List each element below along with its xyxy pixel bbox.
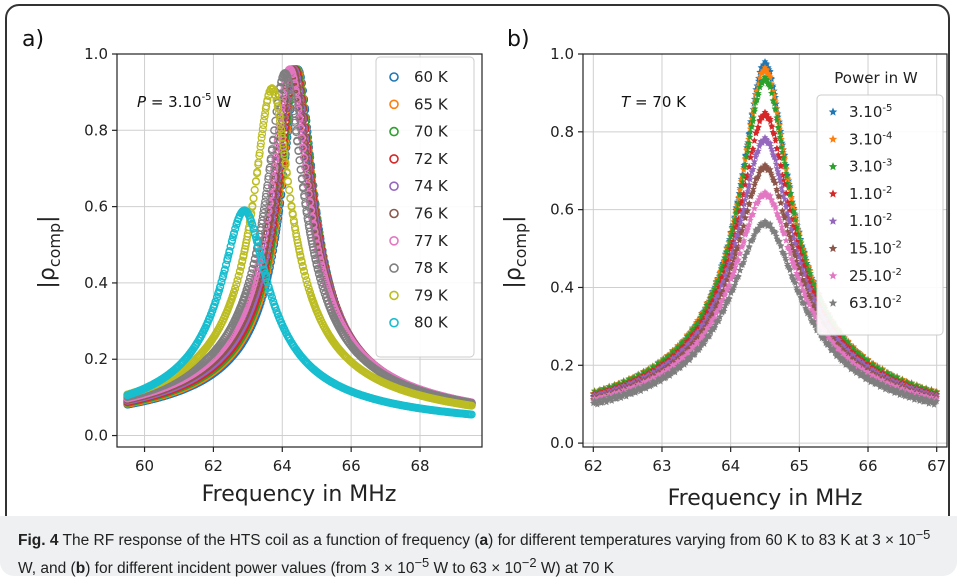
panel-label-a: a) bbox=[22, 27, 44, 52]
legend-a: 60 K 65 K 70 K 72 K 74 K 76 K 77 K 78 K 79 K 80 K bbox=[376, 57, 474, 357]
y-tick-label: 0.0 bbox=[84, 427, 108, 445]
y-tick-label: 0.8 bbox=[84, 121, 108, 139]
x-axis-label-a: Frequency in MHz bbox=[202, 482, 397, 507]
data-point bbox=[251, 187, 258, 194]
legend-entry: 79 K bbox=[414, 286, 449, 304]
legend-entry: 80 K bbox=[414, 314, 449, 332]
x-tick-label: 64 bbox=[273, 457, 292, 475]
annotation-a: P = 3.10-5 W bbox=[137, 92, 231, 111]
chart-panel-a: a) 60 62 64 66 68 0.0 0.2 0.4 0.6 0.8 1.0 P = 3.10… bbox=[22, 27, 482, 507]
legend-entry: 78 K bbox=[414, 259, 449, 277]
legend-entry: 70 K bbox=[414, 123, 449, 141]
y-tick-label: 0.2 bbox=[84, 350, 108, 368]
data-point bbox=[302, 272, 309, 279]
x-tick-label: 62 bbox=[204, 457, 223, 475]
figure-canvas: a) 60 62 64 66 68 0.0 0.2 0.4 0.6 0.8 1.0 P = 3.10… bbox=[0, 0, 957, 516]
legend-entry: 77 K bbox=[414, 232, 449, 250]
x-tick-label: 60 bbox=[135, 457, 154, 475]
legend-entry: 65 K bbox=[414, 95, 449, 113]
data-point bbox=[260, 122, 267, 129]
x-tick-label: 68 bbox=[410, 457, 429, 475]
legend-entry: 76 K bbox=[414, 205, 449, 223]
y-axis-label-a: |ρcomp| bbox=[35, 215, 64, 288]
legend-entry: 74 K bbox=[414, 177, 449, 195]
y-tick-label: 0.6 bbox=[84, 198, 108, 216]
legend-entry: 60 K bbox=[414, 68, 449, 86]
data-point bbox=[286, 187, 293, 194]
y-tick-label: 1.0 bbox=[84, 45, 108, 63]
x-tick-label: 66 bbox=[342, 457, 361, 475]
panel-label-b: b) bbox=[507, 27, 530, 52]
data-point bbox=[235, 272, 242, 279]
y-tick-label: 0.4 bbox=[84, 274, 108, 292]
legend-entry: 72 K bbox=[414, 150, 449, 168]
